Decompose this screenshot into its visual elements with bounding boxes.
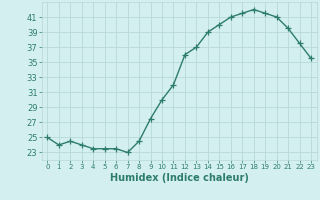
- X-axis label: Humidex (Indice chaleur): Humidex (Indice chaleur): [110, 173, 249, 183]
